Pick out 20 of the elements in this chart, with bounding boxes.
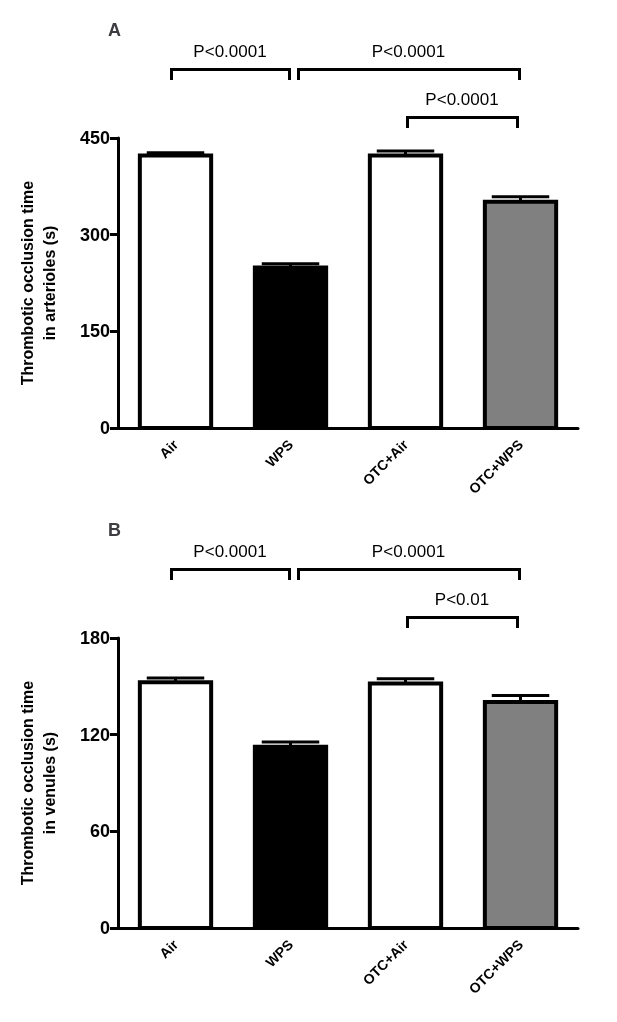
y-tick-label: 0 [99, 918, 110, 938]
text: P<0.0001 [370, 42, 447, 62]
text: P<0.0001 [192, 42, 268, 62]
y-tick-label: 120 [79, 724, 110, 745]
y-tick-label: 300 [79, 224, 110, 245]
y-tick-label: 0 [99, 418, 110, 438]
chart-title: B [108, 520, 121, 540]
x-tick-label: Air [156, 435, 182, 462]
text: P<0.01 [433, 590, 491, 610]
text: P<0.0001 [424, 90, 500, 110]
y-tick-label: 150 [79, 321, 110, 342]
x-tick-label: Air [156, 935, 182, 962]
y-tick-label: 450 [79, 128, 110, 148]
text: P<0.0001 [192, 542, 268, 562]
y-axis-title: Thrombotic occlusion time in venules (s) [18, 680, 58, 886]
y-tick-label: 180 [79, 628, 110, 648]
y-axis-title: Thrombotic occlusion time in arterioles (s) [18, 180, 58, 386]
y-tick-label: 60 [89, 821, 110, 842]
text: P<0.0001 [370, 542, 447, 562]
chart-title: A [108, 20, 121, 40]
